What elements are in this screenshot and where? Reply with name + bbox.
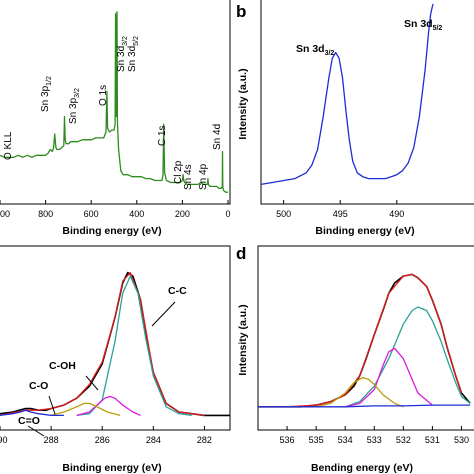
panel-d-ylabel: Intensity (a.u.) <box>237 304 249 375</box>
panel-d-xtick-label: 530 <box>454 435 469 445</box>
panel-d-peak-532-4-line <box>345 347 433 408</box>
panel-c-component-label-c-c: C-C <box>168 285 187 297</box>
panel-c-xtick-label: 282 <box>197 435 212 445</box>
panel-a-peak-label-cl-2p: Cl 2p <box>173 160 184 184</box>
panel-a-xlabel: Binding energy (eV) <box>62 225 161 237</box>
panel-c-c-oh-line <box>76 395 141 417</box>
panel-a-peak-label-sn-3d3-2: Sn 3d3/2 <box>116 36 129 72</box>
panel-c-component-label-c-o: C=O <box>18 415 40 427</box>
panel-c-frame <box>0 245 231 431</box>
plots-layer <box>0 3 471 417</box>
panel-d-xtick-label: 534 <box>338 435 353 445</box>
panel-c-pointer-line <box>151 301 176 327</box>
panel-c-xtick-label: 290 <box>0 435 8 445</box>
panel-c-pointer-line <box>27 425 45 437</box>
panel-d-background-line <box>258 404 471 408</box>
panel-a-peak-label-o-kll: O KLL <box>3 131 14 160</box>
panel-d-xtick-label: 536 <box>280 435 295 445</box>
panel-d-xtick-label: 532 <box>396 435 411 445</box>
panel-a-xtick-label: 0 <box>225 209 230 219</box>
panel-a-peak-label-sn-3p1-2: Sn 3p1/2 <box>40 76 53 112</box>
panel-d-label: d <box>236 244 246 263</box>
panel-d-raw-line <box>258 273 471 408</box>
panel-b-xtick-label: 500 <box>276 209 291 219</box>
panel-a-peak-label-sn-4s: Sn 4s <box>183 164 194 190</box>
panel-b-peak-label-sn-3d3-2: Sn 3d3/2 <box>296 43 334 57</box>
ticks-layer: 1000 800 600 400 200 0 500 495 490 290 288 286 284 28… <box>0 200 469 445</box>
panel-c-c-o-line <box>50 402 121 417</box>
panel-d-xtick-label: 531 <box>425 435 440 445</box>
panel-a-peak-label-o-1s: O 1s <box>98 85 109 106</box>
panel-d-peak-531-5-line <box>344 306 471 408</box>
panel-d-xtick-label: 535 <box>309 435 324 445</box>
panel-d-peak-533-3-line <box>315 376 404 408</box>
panel-a-xtick-label: 200 <box>175 209 190 219</box>
panel-d-frame <box>257 245 474 431</box>
panel-c-xlabel: Binding energy (eV) <box>62 462 161 474</box>
panel-c-component-label-c-o: C-O <box>29 380 48 392</box>
panel-a-xtick-label: 1000 <box>0 209 10 219</box>
panel-a-spectrum-line <box>0 11 228 193</box>
panel-b-peak-label-sn-3d5-2: Sn 3d5/2 <box>404 18 442 32</box>
panel-c-pointer-line <box>48 395 56 415</box>
panel-a-peak-label-c-1s: C 1s <box>157 125 168 146</box>
panel-c-pointer-line <box>85 375 99 391</box>
panel-c-xtick-label: 284 <box>146 435 161 445</box>
panel-b-label: b <box>236 2 246 21</box>
panel-d-xlabel: Bending energy (eV) <box>311 462 413 474</box>
panel-b-xtick-label: 490 <box>389 209 404 219</box>
panel-c-xtick-label: 286 <box>95 435 110 445</box>
panel-a-peak-label-sn-3p3-2: Sn 3p3/2 <box>68 88 81 124</box>
panel-d-xtick-label: 533 <box>367 435 382 445</box>
panel-a-xtick-label: 400 <box>129 209 144 219</box>
panel-b-xlabel: Binding energy (eV) <box>315 225 414 237</box>
panel-d-fit-line <box>258 273 463 408</box>
panel-b-xtick-label: 495 <box>333 209 348 219</box>
panel-a-frame <box>0 0 231 205</box>
panel-c-xtick-label: 288 <box>44 435 59 445</box>
panel-a-peak-label-sn-4p: Sn 4p <box>198 163 209 190</box>
panel-a-xtick-label: 600 <box>84 209 99 219</box>
panel-b-spectrum-line <box>260 3 434 186</box>
panel-c-fit-line <box>0 271 205 417</box>
panel-c-c-o-line <box>0 409 64 417</box>
panel-b-frame <box>260 0 474 205</box>
panel-a-xtick-label: 800 <box>38 209 53 219</box>
panel-a-peak-label-sn-3d5-2: Sn 3d5/2 <box>127 36 140 72</box>
panel-a-peak-label-sn-4d: Sn 4d <box>212 124 223 150</box>
panel-c-component-label-c-oh: C-OH <box>49 360 76 372</box>
panel-b-ylabel: Intensity (a.u.) <box>237 68 249 139</box>
